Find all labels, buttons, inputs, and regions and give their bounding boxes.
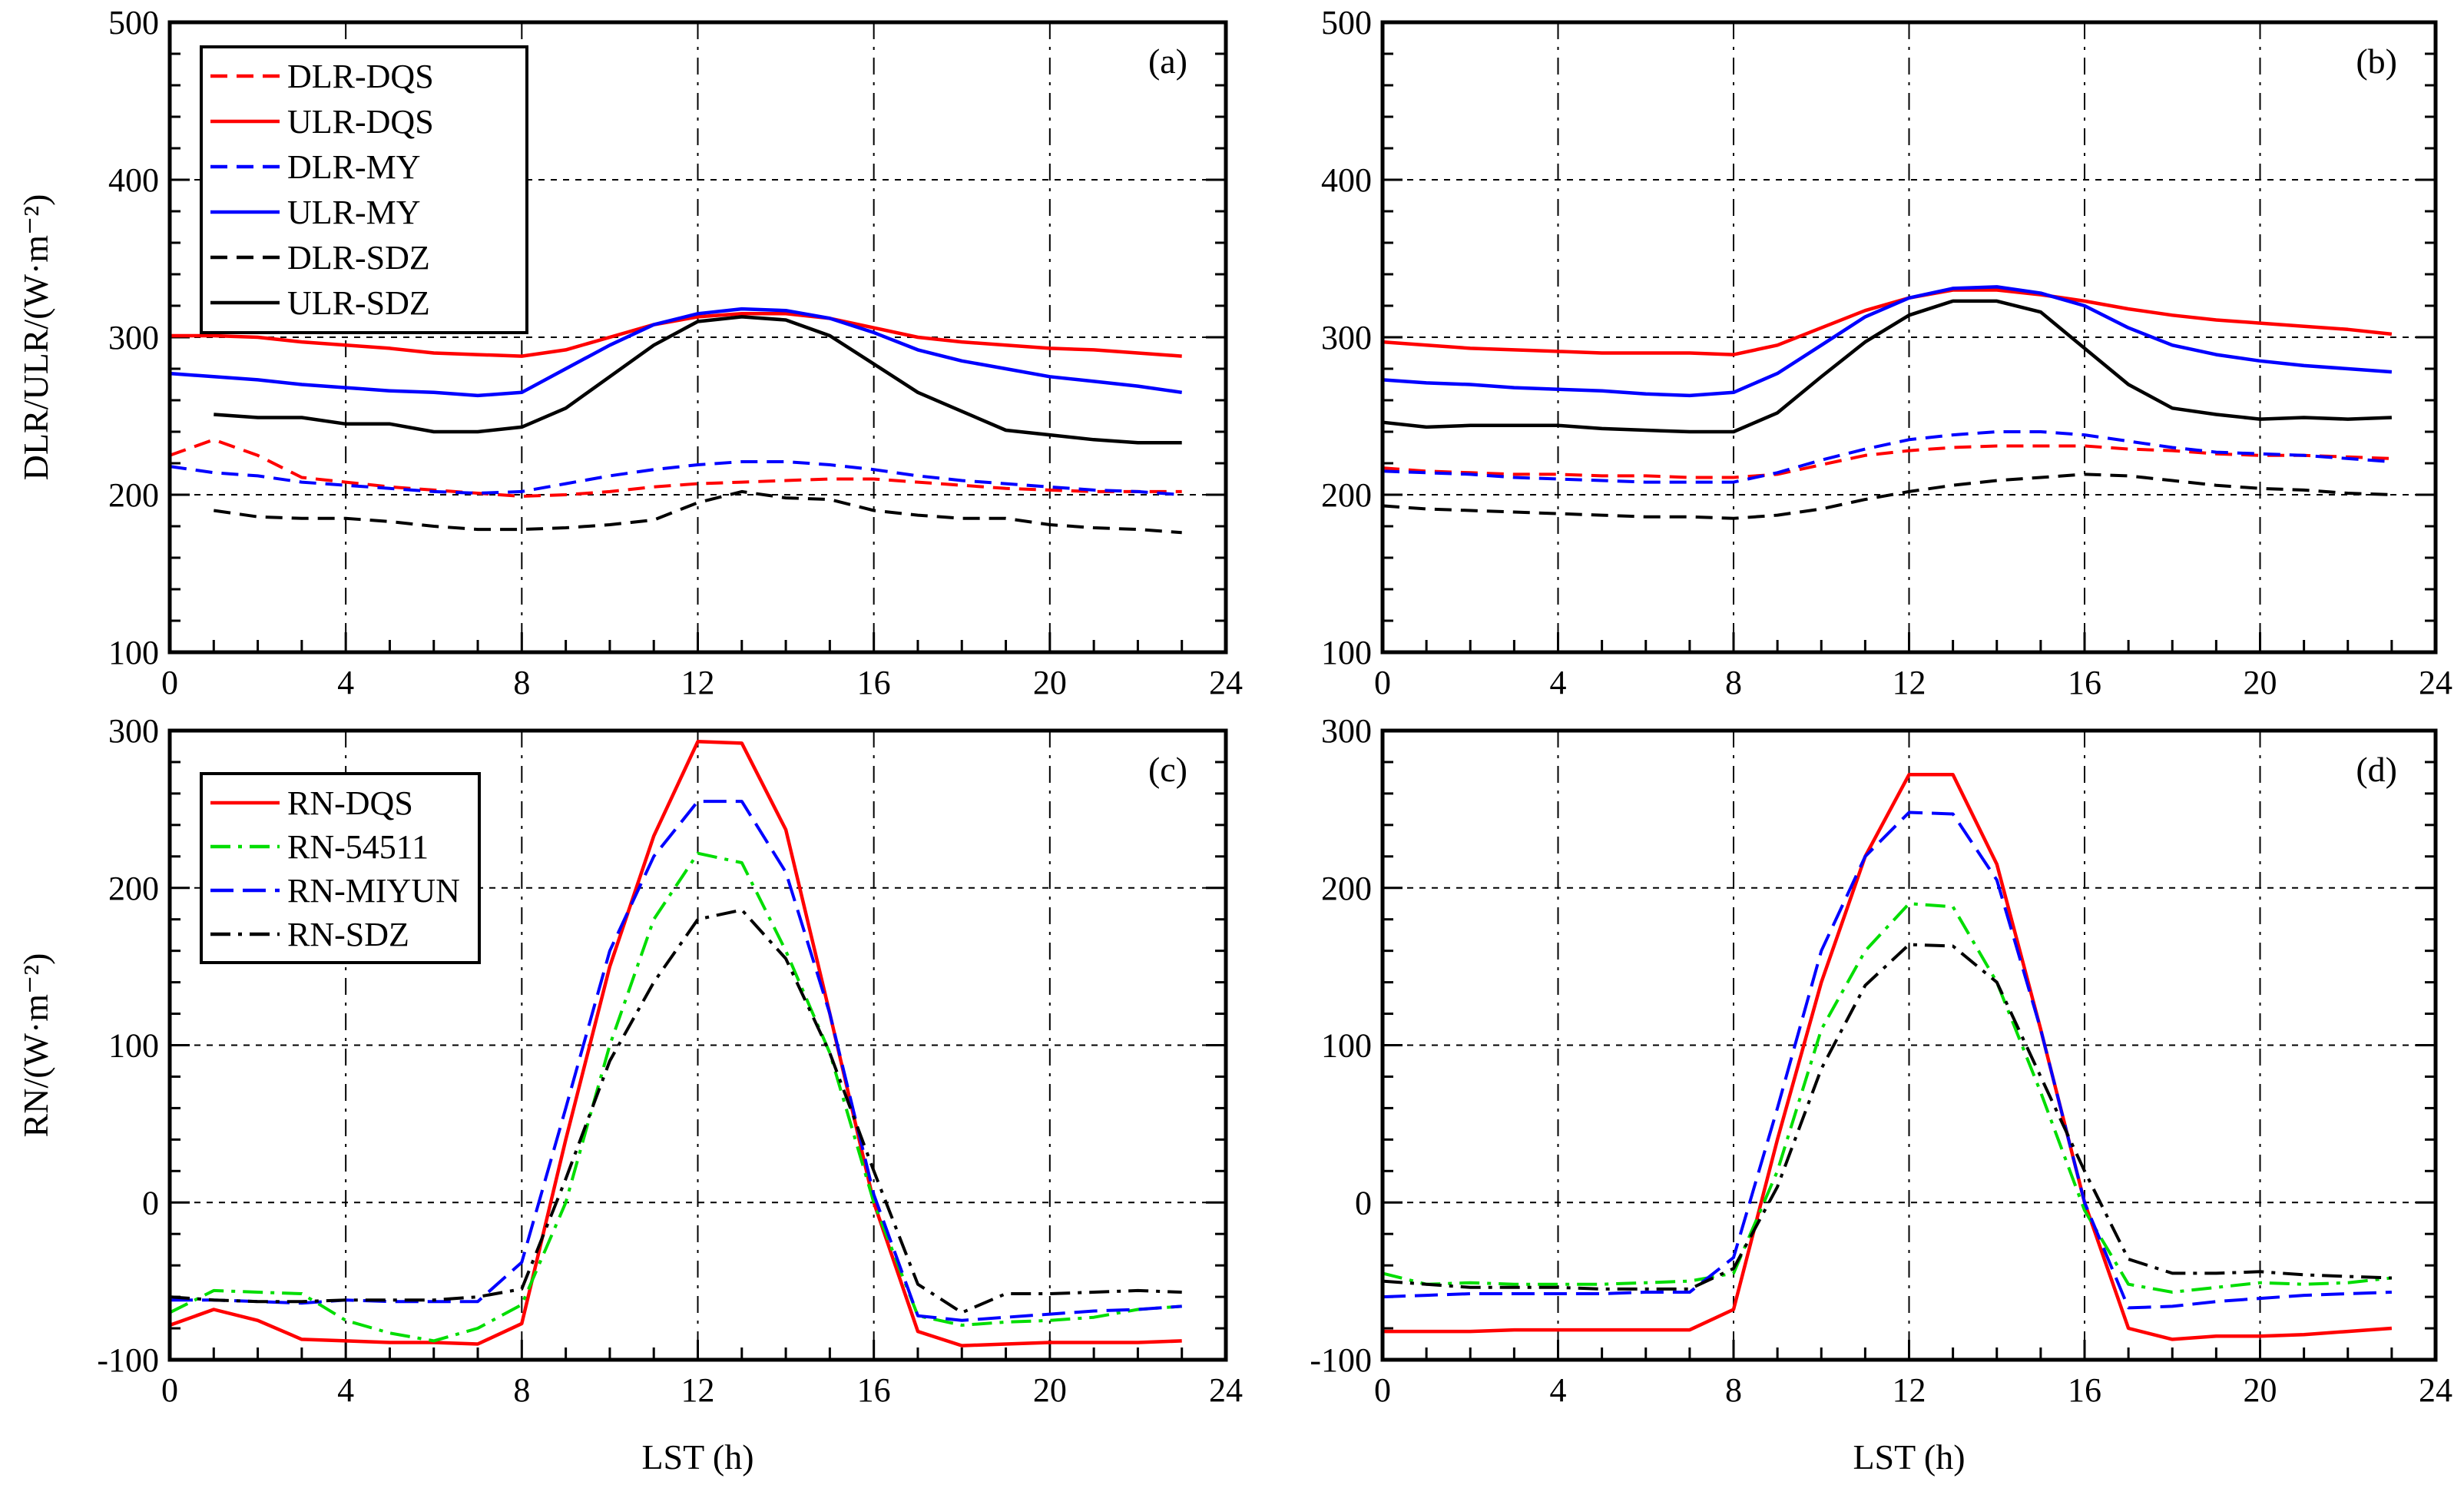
panel-label: (d) [2356, 750, 2397, 789]
x-tick-label: 24 [1209, 1371, 1243, 1409]
legend-box [200, 45, 528, 334]
x-tick-label: 8 [1725, 1371, 1742, 1409]
x-tick-label: 20 [1033, 664, 1067, 701]
x-tick-label: 20 [1033, 1371, 1067, 1409]
series-line-series-1 [1382, 902, 2393, 1294]
x-axis-label: LST (h) [641, 1437, 753, 1477]
series-line-series-0 [1382, 444, 2392, 479]
x-tick-label: 16 [2068, 1371, 2101, 1409]
x-tick-label: 0 [161, 1371, 178, 1409]
x-tick-label: 20 [2244, 664, 2277, 701]
x-tick-label: 12 [1893, 1371, 1926, 1409]
x-tick-label: 4 [337, 1371, 354, 1409]
y-tick-label: 300 [1321, 712, 1372, 750]
y-tick-label: 300 [108, 712, 159, 750]
x-tick-label: 24 [2419, 664, 2452, 701]
y-tick-label: 200 [1321, 476, 1372, 514]
x-tick-label: 12 [681, 1371, 715, 1409]
y-tick-label: 0 [1355, 1184, 1372, 1221]
series-line-ulr-my [169, 307, 1183, 398]
x-tick-label: 16 [857, 664, 891, 701]
x-tick-label: 8 [513, 1371, 530, 1409]
plot-frame [1380, 20, 2438, 655]
series-line-series-1 [1382, 288, 2393, 356]
legend-label: RN-SDZ [287, 916, 409, 953]
y-tick-label: 500 [108, 4, 159, 41]
panel-label: (a) [1148, 41, 1187, 81]
series-line-series-4 [1382, 472, 2392, 520]
legend-label: RN-DQS [287, 784, 413, 822]
x-tick-label: 0 [161, 664, 178, 701]
y-tick-label: 100 [108, 1027, 159, 1065]
legend-label: RN-54511 [287, 828, 429, 866]
series-line-series-2 [1382, 810, 2392, 1310]
series-line-dlr-sdz [214, 489, 1182, 535]
x-tick-label: 12 [681, 664, 715, 701]
y-axis-label: RN/(W·m⁻²) [16, 953, 55, 1138]
legend-label: DLR-SDZ [287, 239, 430, 277]
plot-frame [167, 728, 1228, 1362]
y-tick-label: 200 [108, 476, 159, 514]
legend: DLR-DQS ULR-DQS DLR-MY ULR-MY DLR-SDZ ULR-SDZ [200, 45, 528, 334]
x-tick-label: 12 [1893, 664, 1926, 701]
x-tick-label: 8 [513, 664, 530, 701]
y-tick-label: 400 [1321, 161, 1372, 199]
x-tick-label: 24 [1209, 664, 1243, 701]
legend-label: DLR-MY [287, 148, 421, 186]
series-line-rn-54511 [169, 851, 1182, 1343]
y-tick-label: 100 [108, 634, 159, 671]
x-tick-label: 4 [1550, 664, 1567, 701]
x-tick-label: 0 [1374, 1371, 1391, 1409]
panel-a: 0 4 8 12 16 20 24 100 200 300 400 500 (a) DLR/ULR/(W·… [16, 4, 1243, 701]
y-tick-label: 0 [142, 1184, 159, 1221]
x-tick-label: 16 [857, 1371, 891, 1409]
legend-label: DLR-DQS [287, 58, 434, 95]
legend: RN-DQS RN-54511 RN-MIYUN RN-SDZ [200, 772, 481, 964]
series-line-dlr-my [169, 460, 1182, 496]
y-tick-label: -100 [97, 1341, 159, 1379]
y-tick-label: 500 [1321, 4, 1372, 41]
series-line-series-0 [1383, 773, 2393, 1341]
panel-label: (b) [2356, 41, 2397, 81]
x-tick-label: 4 [337, 664, 354, 701]
x-tick-label: 4 [1550, 1371, 1567, 1409]
series-line-rn-sdz [169, 908, 1182, 1314]
x-tick-label: 0 [1374, 664, 1391, 701]
x-tick-label: 20 [2244, 1371, 2277, 1409]
series-line-series-2 [1382, 430, 2393, 484]
y-axis-label: DLR/ULR/(W·m⁻²) [16, 194, 55, 481]
legend-label: ULR-SDZ [287, 284, 430, 322]
y-tick-label: 100 [1321, 1027, 1372, 1065]
legend-box [200, 772, 481, 964]
plot-frame [1380, 728, 2438, 1362]
series-line-series-5 [1382, 299, 2392, 434]
y-tick-label: -100 [1310, 1341, 1372, 1379]
legend-label: ULR-MY [287, 194, 421, 231]
series-line-series-3 [1382, 943, 2392, 1291]
y-tick-label: 200 [1321, 870, 1372, 907]
y-tick-label: 300 [108, 319, 159, 356]
x-axis-label: LST (h) [1853, 1437, 1965, 1477]
legend-label: RN-MIYUN [287, 872, 460, 910]
series-line-series-3 [1382, 285, 2393, 398]
y-tick-label: 100 [1321, 634, 1372, 671]
x-tick-label: 8 [1725, 664, 1742, 701]
legend-label: ULR-DQS [287, 103, 434, 141]
y-tick-label: 400 [108, 161, 159, 199]
y-tick-label: 200 [108, 870, 159, 907]
panel-label: (c) [1148, 750, 1187, 789]
panel-b: 0 4 8 12 16 20 24 100 200 300 400 500 (b) [1321, 4, 2452, 701]
plot-frame [167, 20, 1228, 655]
x-tick-label: 16 [2068, 664, 2101, 701]
x-tick-label: 24 [2419, 1371, 2452, 1409]
y-tick-label: 300 [1321, 319, 1372, 356]
series-line-ulr-sdz [214, 315, 1182, 445]
series-line-rn-dqs [169, 740, 1182, 1347]
